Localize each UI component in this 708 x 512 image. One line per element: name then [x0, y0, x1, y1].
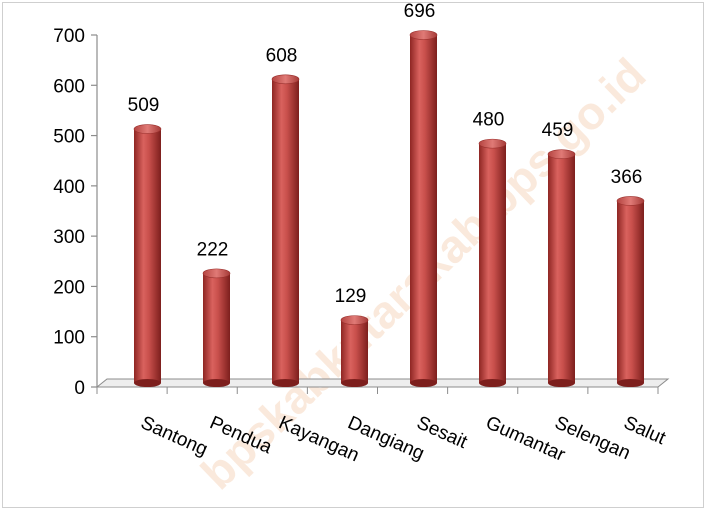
floor-plane	[95, 378, 670, 388]
bar-base	[203, 379, 230, 387]
bar-body	[410, 35, 437, 384]
axes	[91, 34, 670, 394]
y-tick-label: 700	[53, 26, 85, 47]
x-category-label: Santong	[137, 412, 210, 460]
data-label: 509	[128, 95, 160, 116]
data-label: 480	[473, 110, 505, 131]
data-label: 129	[335, 286, 367, 307]
data-label: 459	[542, 120, 574, 141]
bar-top	[340, 315, 369, 325]
bar-base	[548, 379, 575, 387]
chart-frame	[2, 2, 704, 508]
y-tick-label: 400	[53, 177, 85, 198]
bar-base	[134, 379, 161, 387]
data-label: 222	[197, 239, 229, 260]
bar-body	[479, 143, 506, 383]
bar-body	[272, 79, 299, 384]
y-tick-labels: 0 100 200 300 400 500 600 700	[53, 26, 85, 399]
y-tick-label: 500	[53, 127, 85, 148]
bar-top	[271, 74, 300, 85]
data-label: 366	[611, 167, 643, 188]
bar-body	[548, 154, 575, 383]
bar	[133, 124, 162, 387]
bar-base	[479, 379, 506, 387]
data-label: 696	[404, 1, 436, 22]
bar	[271, 74, 300, 387]
bar-base	[617, 379, 644, 387]
bar-body	[203, 273, 230, 383]
data-labels: 509 222 608 129 696 480 459 366	[128, 1, 643, 307]
bar	[409, 30, 438, 387]
bar-top	[478, 138, 507, 149]
bars	[133, 30, 645, 387]
y-tick-label: 200	[53, 277, 85, 298]
bar-top	[133, 124, 162, 134]
bar	[616, 196, 645, 387]
y-tick-label: 600	[53, 76, 85, 97]
bar-body	[341, 320, 368, 383]
bar-top	[409, 30, 438, 40]
data-label: 608	[266, 45, 298, 66]
y-tick-label: 100	[53, 328, 85, 349]
bar	[478, 138, 507, 387]
bar-base	[341, 379, 368, 387]
bar-base	[272, 379, 299, 387]
bar-base	[410, 379, 437, 387]
bar-top	[547, 149, 576, 159]
bar	[340, 315, 369, 387]
bar	[202, 268, 231, 387]
bar-body	[617, 200, 644, 383]
y-tick-label: 0	[74, 378, 85, 399]
bar-body	[134, 129, 161, 383]
bar-top	[616, 196, 645, 206]
bar	[547, 149, 576, 387]
y-tick-label: 300	[53, 227, 85, 248]
bar-top	[202, 268, 231, 279]
